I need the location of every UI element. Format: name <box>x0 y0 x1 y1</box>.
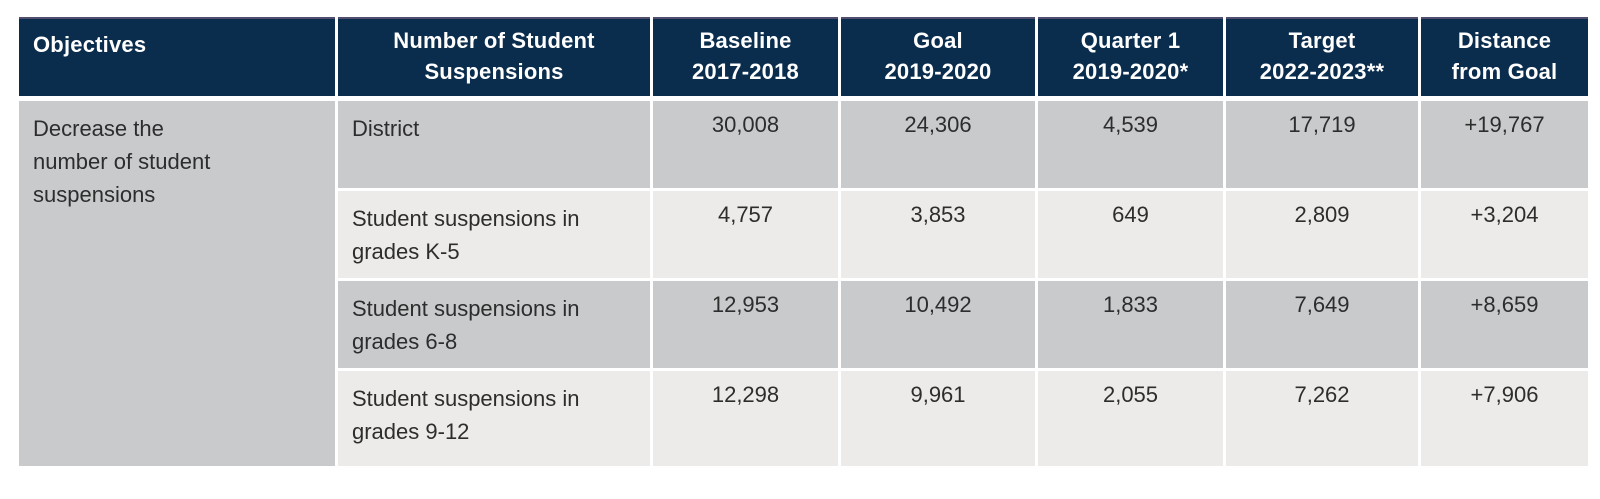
header-label-line1: Goal <box>913 28 963 54</box>
table-row-grades-9-12: Student suspensions in grades 9-12 12,29… <box>18 367 1591 469</box>
header-label-line2: 2017-2018 <box>691 59 799 85</box>
header-label: Objectives <box>33 32 147 57</box>
header-label-line1: Quarter 1 <box>1080 28 1181 54</box>
row-label: Student suspensions in grades K-5 <box>352 205 580 264</box>
cell-baseline: 12,953 <box>650 277 841 371</box>
header-label-line1: Number of Student <box>393 28 595 54</box>
cell-target: 17,719 <box>1223 96 1421 191</box>
cell-quarter1: 1,833 <box>1035 277 1226 371</box>
cell-quarter1: 4,539 <box>1035 96 1226 191</box>
header-cell-number-of-student-suspensions: Number of Student Suspensions <box>335 17 653 101</box>
header-cell-objectives: Objectives <box>16 17 338 101</box>
header-label-line2: 2019-2020* <box>1072 59 1189 85</box>
cell-target: 2,809 <box>1223 187 1421 281</box>
header-label-line1: Distance <box>1457 28 1552 54</box>
header-cell-distance-from-goal: Distance from Goal <box>1418 17 1591 101</box>
suspensions-table: Objectives Number of Student Suspensions… <box>16 17 1591 469</box>
cell-quarter1: 649 <box>1035 187 1226 281</box>
header-cell-quarter1: Quarter 1 2019-2020* <box>1035 17 1226 101</box>
cell-target: 7,649 <box>1223 277 1421 371</box>
cell-goal: 24,306 <box>838 96 1038 191</box>
row-label-cell: Student suspensions in grades K-5 <box>335 187 653 281</box>
header-label-line2: 2019-2020 <box>884 59 992 85</box>
row-label: Student suspensions in grades 6-8 <box>352 295 580 354</box>
header-label-line1: Baseline <box>699 28 792 54</box>
header-label-line1: Target <box>1288 28 1356 54</box>
row-label: District <box>352 115 420 141</box>
header-row: Objectives Number of Student Suspensions… <box>16 17 1591 101</box>
header-label-line2: from Goal <box>1451 59 1558 85</box>
table-row-grades-6-8: Student suspensions in grades 6-8 12,953… <box>18 277 1591 371</box>
header-cell-baseline: Baseline 2017-2018 <box>650 17 841 101</box>
cell-distance: +7,906 <box>1418 367 1591 469</box>
cell-goal: 3,853 <box>838 187 1038 281</box>
objective-cell: Decrease the number of student suspensio… <box>16 96 338 469</box>
cell-distance: +3,204 <box>1418 187 1591 281</box>
header-cell-target: Target 2022-2023** <box>1223 17 1421 101</box>
cell-target: 7,262 <box>1223 367 1421 469</box>
row-label-cell: Student suspensions in grades 6-8 <box>335 277 653 371</box>
row-label: Student suspensions in grades 9-12 <box>352 385 580 444</box>
row-label-cell: District <box>335 96 653 191</box>
row-label-cell: Student suspensions in grades 9-12 <box>335 367 653 469</box>
header-label-line2: Suspensions <box>424 59 564 85</box>
cell-baseline: 12,298 <box>650 367 841 469</box>
cell-distance: +19,767 <box>1418 96 1591 191</box>
cell-goal: 9,961 <box>838 367 1038 469</box>
table-row-district: Decrease the number of student suspensio… <box>16 96 1591 469</box>
cell-baseline: 30,008 <box>650 96 841 191</box>
header-cell-goal: Goal 2019-2020 <box>838 17 1038 101</box>
cell-baseline: 4,757 <box>650 187 841 281</box>
table-row-grades-k5: Student suspensions in grades K-5 4,757 … <box>18 187 1591 281</box>
cell-goal: 10,492 <box>838 277 1038 371</box>
header-label-line2: 2022-2023** <box>1259 59 1385 85</box>
objective-text: Decrease the number of student suspensio… <box>33 115 211 207</box>
cell-distance: +8,659 <box>1418 277 1591 371</box>
cell-quarter1: 2,055 <box>1035 367 1226 469</box>
